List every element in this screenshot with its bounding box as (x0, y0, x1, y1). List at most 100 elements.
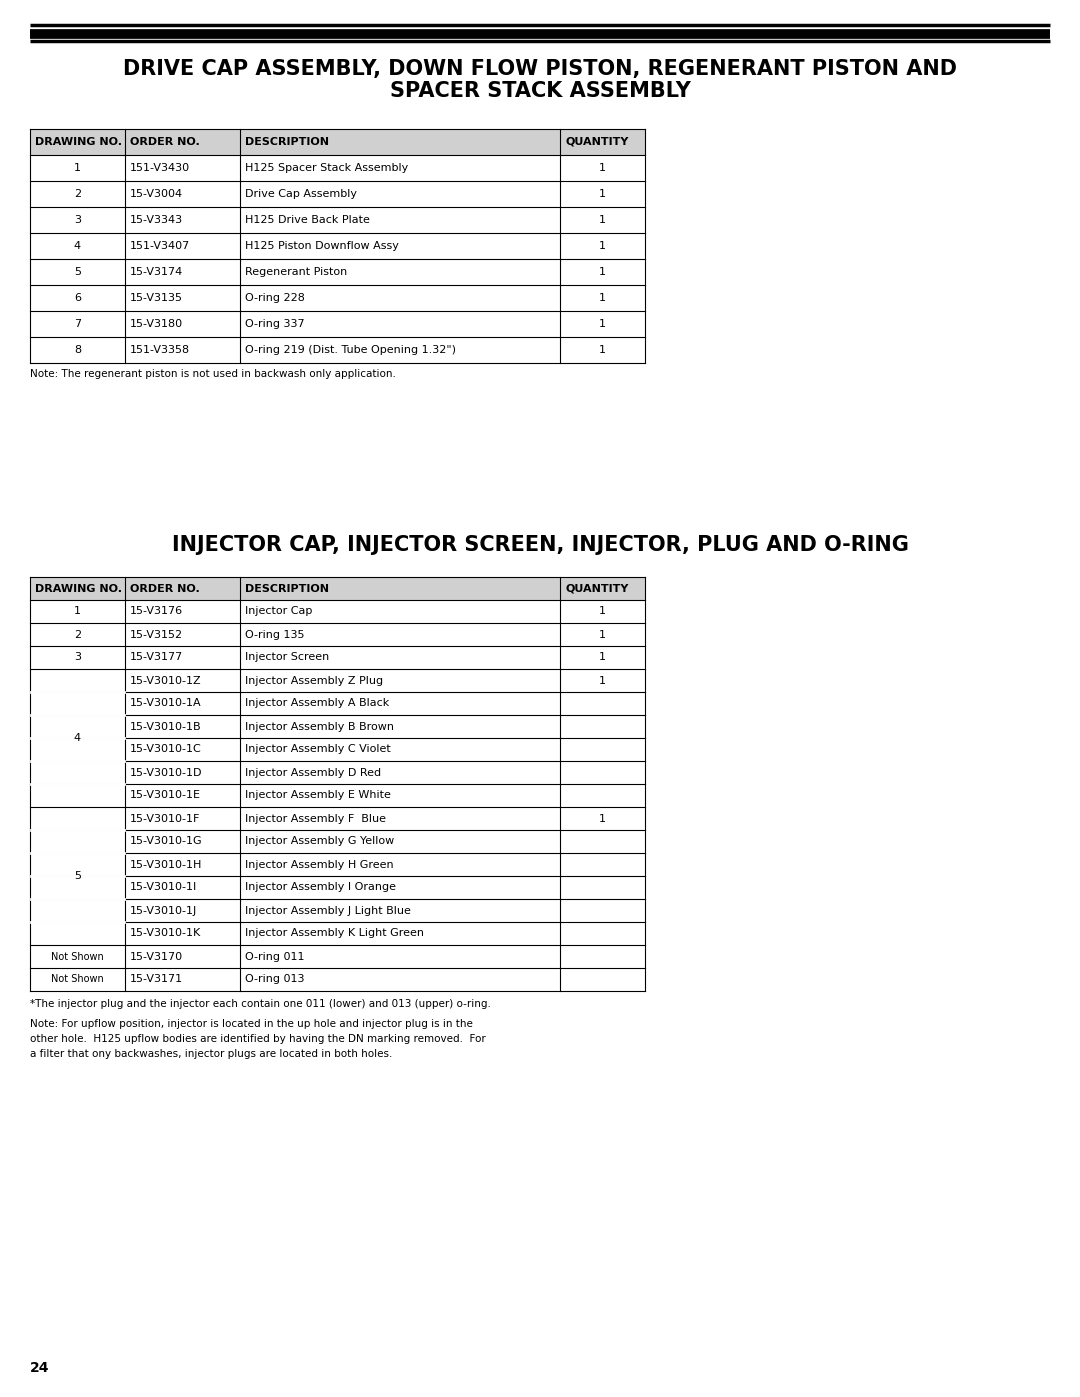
Text: Injector Assembly C Violet: Injector Assembly C Violet (245, 745, 391, 754)
Text: 15-V3010-1I: 15-V3010-1I (130, 883, 198, 893)
Bar (30, 761, 645, 784)
Bar (30, 715, 645, 738)
Text: ORDER NO.: ORDER NO. (130, 137, 200, 147)
Text: 1: 1 (599, 606, 606, 616)
Text: 1: 1 (599, 345, 606, 355)
Text: 1: 1 (75, 163, 81, 173)
Text: INJECTOR CAP, INJECTOR SCREEN, INJECTOR, PLUG AND O-RING: INJECTOR CAP, INJECTOR SCREEN, INJECTOR,… (172, 535, 908, 555)
Text: 4: 4 (73, 733, 81, 743)
Text: Injector Assembly H Green: Injector Assembly H Green (245, 859, 393, 869)
Text: 15-V3010-1D: 15-V3010-1D (130, 767, 203, 778)
Bar (30, 207, 645, 233)
Text: ORDER NO.: ORDER NO. (130, 584, 200, 594)
Text: 15-V3010-1Z: 15-V3010-1Z (130, 676, 202, 686)
Text: 151-V3358: 151-V3358 (130, 345, 190, 355)
Text: 15-V3004: 15-V3004 (130, 189, 184, 198)
Text: H125 Piston Downflow Assy: H125 Piston Downflow Assy (245, 242, 399, 251)
Text: 1: 1 (599, 630, 606, 640)
Text: 15-V3010-1F: 15-V3010-1F (130, 813, 201, 823)
Text: Injector Assembly G Yellow: Injector Assembly G Yellow (245, 837, 394, 847)
Text: H125 Drive Back Plate: H125 Drive Back Plate (245, 215, 369, 225)
Text: 15-V3171: 15-V3171 (130, 975, 184, 985)
Text: 15-V3174: 15-V3174 (130, 267, 184, 277)
Text: DRAWING NO.: DRAWING NO. (35, 584, 122, 594)
Text: Injector Assembly J Light Blue: Injector Assembly J Light Blue (245, 905, 410, 915)
Bar (30, 599, 645, 623)
Bar (30, 922, 645, 944)
Bar (30, 900, 645, 922)
Text: 1: 1 (599, 215, 606, 225)
Text: Injector Assembly Z Plug: Injector Assembly Z Plug (245, 676, 383, 686)
Bar (30, 312, 645, 337)
Text: 3: 3 (75, 215, 81, 225)
Text: 1: 1 (599, 813, 606, 823)
Text: 2: 2 (73, 630, 81, 640)
Text: DESCRIPTION: DESCRIPTION (245, 584, 329, 594)
Text: 4: 4 (73, 242, 81, 251)
Bar (30, 129, 645, 155)
Text: 1: 1 (599, 267, 606, 277)
Text: 15-V3177: 15-V3177 (130, 652, 184, 662)
Text: O-ring 219 (Dist. Tube Opening 1.32"): O-ring 219 (Dist. Tube Opening 1.32") (245, 345, 456, 355)
Text: 15-V3180: 15-V3180 (130, 319, 184, 330)
Text: Injector Assembly E White: Injector Assembly E White (245, 791, 391, 800)
Text: 1: 1 (599, 319, 606, 330)
Text: 15-V3010-1E: 15-V3010-1E (130, 791, 201, 800)
Text: Injector Assembly I Orange: Injector Assembly I Orange (245, 883, 396, 893)
Bar (30, 784, 645, 807)
Text: 15-V3152: 15-V3152 (130, 630, 184, 640)
Text: 1: 1 (599, 163, 606, 173)
Text: 1: 1 (599, 242, 606, 251)
Text: 1: 1 (599, 189, 606, 198)
Bar (30, 155, 645, 182)
Text: Not Shown: Not Shown (51, 951, 104, 961)
Bar (30, 944, 645, 968)
Text: Injector Assembly D Red: Injector Assembly D Red (245, 767, 381, 778)
Bar (30, 692, 645, 715)
Text: 6: 6 (75, 293, 81, 303)
Bar (30, 337, 645, 363)
Text: SPACER STACK ASSEMBLY: SPACER STACK ASSEMBLY (390, 81, 690, 101)
Text: 15-V3010-1K: 15-V3010-1K (130, 929, 201, 939)
Text: 15-V3010-1G: 15-V3010-1G (130, 837, 203, 847)
Text: 15-V3010-1C: 15-V3010-1C (130, 745, 202, 754)
Text: 15-V3010-1B: 15-V3010-1B (130, 721, 202, 732)
Text: DESCRIPTION: DESCRIPTION (245, 137, 329, 147)
Text: 1: 1 (599, 652, 606, 662)
Text: 15-V3170: 15-V3170 (130, 951, 184, 961)
Text: 1: 1 (599, 293, 606, 303)
Bar (30, 830, 645, 854)
Text: QUANTITY: QUANTITY (565, 137, 629, 147)
Text: 1: 1 (599, 676, 606, 686)
Bar (30, 623, 645, 645)
Text: Note: The regenerant piston is not used in backwash only application.: Note: The regenerant piston is not used … (30, 369, 396, 379)
Text: 5: 5 (75, 267, 81, 277)
Bar (30, 577, 645, 599)
Text: Not Shown: Not Shown (51, 975, 104, 985)
Text: Note: For upflow position, injector is located in the up hole and injector plug : Note: For upflow position, injector is l… (30, 1018, 486, 1059)
Bar (30, 876, 645, 900)
Text: 1: 1 (75, 606, 81, 616)
Text: Injector Assembly F  Blue: Injector Assembly F Blue (245, 813, 386, 823)
Text: 24: 24 (30, 1361, 50, 1375)
Text: 3: 3 (75, 652, 81, 662)
Text: Injector Screen: Injector Screen (245, 652, 329, 662)
Text: 5: 5 (75, 870, 81, 882)
Text: 15-V3176: 15-V3176 (130, 606, 184, 616)
Bar (30, 285, 645, 312)
Text: H125 Spacer Stack Assembly: H125 Spacer Stack Assembly (245, 163, 408, 173)
Bar (30, 807, 645, 830)
Text: Injector Assembly A Black: Injector Assembly A Black (245, 698, 389, 708)
Bar (30, 738, 645, 761)
Text: 15-V3010-1J: 15-V3010-1J (130, 905, 198, 915)
Text: O-ring 011: O-ring 011 (245, 951, 305, 961)
Text: *The injector plug and the injector each contain one 011 (lower) and 013 (upper): *The injector plug and the injector each… (30, 999, 491, 1009)
Text: O-ring 228: O-ring 228 (245, 293, 305, 303)
Text: Injector Assembly B Brown: Injector Assembly B Brown (245, 721, 394, 732)
Text: DRIVE CAP ASSEMBLY, DOWN FLOW PISTON, REGENERANT PISTON AND: DRIVE CAP ASSEMBLY, DOWN FLOW PISTON, RE… (123, 59, 957, 80)
Text: 151-V3430: 151-V3430 (130, 163, 190, 173)
Text: Injector Cap: Injector Cap (245, 606, 312, 616)
Text: 7: 7 (73, 319, 81, 330)
Bar (30, 645, 645, 669)
Text: DRAWING NO.: DRAWING NO. (35, 137, 122, 147)
